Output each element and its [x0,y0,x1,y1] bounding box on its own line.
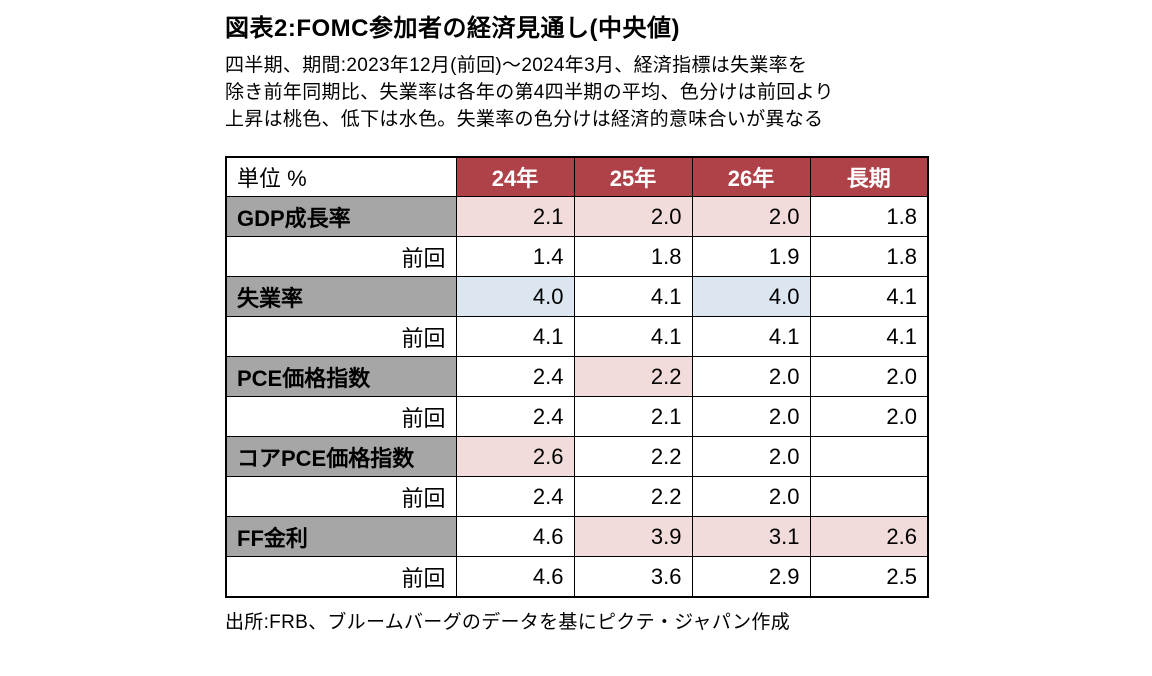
row-label: 失業率 [225,276,457,318]
value-cell: 2.4 [455,396,575,438]
year-header: 25年 [573,156,693,198]
value-cell: 2.4 [455,356,575,398]
value-cell: 2.0 [691,356,811,398]
value-cell: 4.1 [809,276,929,318]
value-cell: 2.0 [691,396,811,438]
table-row: GDP成長率 2.1 2.0 2.0 1.8 [225,196,929,238]
value-cell: 2.5 [809,556,929,598]
value-cell: 2.0 [691,196,811,238]
row-label: 前回 [225,396,457,438]
value-cell: 2.4 [455,476,575,518]
value-cell: 1.8 [809,236,929,278]
value-cell: 1.8 [573,236,693,278]
value-cell: 2.0 [809,396,929,438]
value-cell: 4.6 [455,556,575,598]
figure-title: 図表2:FOMC参加者の経済見通し(中央値) [225,15,680,42]
value-cell [809,476,929,518]
value-cell: 2.1 [455,196,575,238]
table-row: コアPCE価格指数 2.6 2.2 2.0 [225,436,929,478]
row-label: コアPCE価格指数 [225,436,457,478]
unit-header: 単位 % [225,156,457,198]
value-cell [809,436,929,478]
table-row: 前回 4.6 3.6 2.9 2.5 [225,556,929,598]
table-row: 前回 2.4 2.2 2.0 [225,476,929,518]
value-cell: 3.9 [573,516,693,558]
source-note: 出所:FRB、ブルームバーグのデータを基にピクテ・ジャパン作成 [225,611,791,633]
table-row: PCE価格指数 2.4 2.2 2.0 2.0 [225,356,929,398]
value-cell: 4.1 [455,316,575,358]
row-label: 前回 [225,316,457,358]
value-cell: 2.2 [573,356,693,398]
row-label: 前回 [225,476,457,518]
table-row: 前回 4.1 4.1 4.1 4.1 [225,316,929,358]
value-cell: 2.0 [691,476,811,518]
row-label: GDP成長率 [225,196,457,238]
value-cell: 4.6 [455,516,575,558]
figure-content: 図表2:FOMC参加者の経済見通し(中央値) 四半期、期間:2023年12月(前… [225,15,1152,633]
value-cell: 2.1 [573,396,693,438]
row-label: FF金利 [225,516,457,558]
row-label: 前回 [225,556,457,598]
value-cell: 2.2 [573,436,693,478]
value-cell: 4.1 [691,316,811,358]
value-cell: 3.1 [691,516,811,558]
value-cell: 2.9 [691,556,811,598]
year-header: 長期 [809,156,929,198]
forecast-table: 単位 % 24年 25年 26年 長期 GDP成長率 2.1 2.0 2.0 1.8 前回 1.4 1… [225,155,929,598]
value-cell: 1.4 [455,236,575,278]
value-cell: 4.0 [455,276,575,318]
value-cell: 4.1 [809,316,929,358]
value-cell: 2.0 [573,196,693,238]
value-cell: 2.2 [573,476,693,518]
subtitle-line: 除き前年同期比、失業率は各年の第4四半期の平均、色分けは前回より [225,81,834,103]
value-cell: 3.6 [573,556,693,598]
value-cell: 2.6 [809,516,929,558]
table-row: 前回 1.4 1.8 1.9 1.8 [225,236,929,278]
value-cell: 1.8 [809,196,929,238]
figure-subtitle: 四半期、期間:2023年12月(前回)〜2024年3月、経済指標は失業率を 除き… [225,53,1152,134]
table-header-row: 単位 % 24年 25年 26年 長期 [225,156,929,198]
year-header: 26年 [691,156,811,198]
table-row: FF金利 4.6 3.9 3.1 2.6 [225,516,929,558]
table-row: 失業率 4.0 4.1 4.0 4.1 [225,276,929,318]
row-label: PCE価格指数 [225,356,457,398]
subtitle-line: 四半期、期間:2023年12月(前回)〜2024年3月、経済指標は失業率を [225,55,808,76]
value-cell: 1.9 [691,236,811,278]
value-cell: 2.0 [809,356,929,398]
row-label: 前回 [225,236,457,278]
table-row: 前回 2.4 2.1 2.0 2.0 [225,396,929,438]
value-cell: 4.1 [573,316,693,358]
year-header: 24年 [455,156,575,198]
value-cell: 2.0 [691,436,811,478]
subtitle-line: 上昇は桃色、低下は水色。失業率の色分けは経済的意味合いが異なる [225,108,824,130]
value-cell: 4.1 [573,276,693,318]
value-cell: 2.6 [455,436,575,478]
value-cell: 4.0 [691,276,811,318]
